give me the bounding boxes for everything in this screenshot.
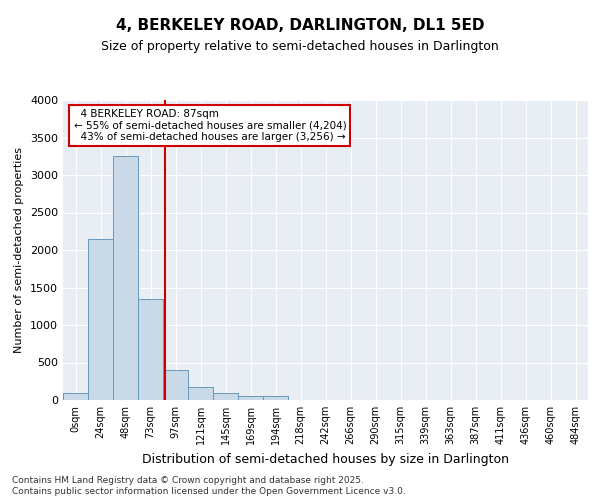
Text: Contains HM Land Registry data © Crown copyright and database right 2025.: Contains HM Land Registry data © Crown c… [12,476,364,485]
Bar [63,392,88,400]
Text: Size of property relative to semi-detached houses in Darlington: Size of property relative to semi-detach… [101,40,499,53]
Bar [138,298,163,400]
Text: 4, BERKELEY ROAD, DARLINGTON, DL1 5ED: 4, BERKELEY ROAD, DARLINGTON, DL1 5ED [116,18,484,32]
Bar [113,156,138,400]
Bar [88,239,113,400]
Text: 4 BERKELEY ROAD: 87sqm
← 55% of semi-detached houses are smaller (4,204)
  43% o: 4 BERKELEY ROAD: 87sqm ← 55% of semi-det… [74,109,346,142]
Bar [213,392,238,400]
Text: Contains public sector information licensed under the Open Government Licence v3: Contains public sector information licen… [12,487,406,496]
Bar [188,387,213,400]
Bar [263,396,288,400]
X-axis label: Distribution of semi-detached houses by size in Darlington: Distribution of semi-detached houses by … [142,452,509,466]
Bar [238,396,263,400]
Y-axis label: Number of semi-detached properties: Number of semi-detached properties [14,147,25,353]
Bar [163,370,188,400]
